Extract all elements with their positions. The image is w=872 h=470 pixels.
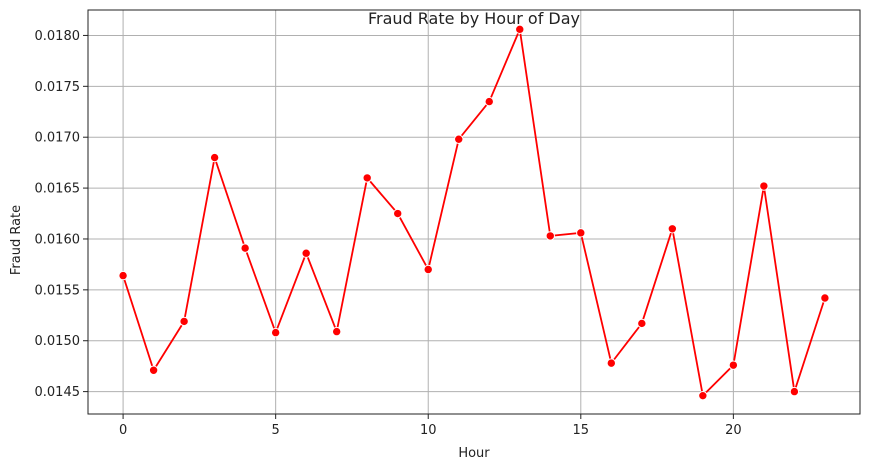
- data-point: [637, 318, 647, 329]
- data-point: [118, 270, 128, 281]
- data-point: [606, 358, 617, 368]
- y-tick-label: 0.0150: [35, 334, 81, 349]
- x-tick-label: 20: [725, 423, 742, 438]
- data-point: [301, 248, 311, 258]
- data-point: [789, 386, 800, 397]
- data-point: [362, 173, 372, 183]
- data-point: [423, 264, 433, 275]
- y-tick-label: 0.0165: [35, 182, 81, 197]
- data-point: [148, 365, 159, 375]
- x-axis-ticks: 0 5 10 15 20: [119, 414, 742, 438]
- data-points: [118, 24, 830, 401]
- data-point: [515, 24, 525, 35]
- data-point: [820, 293, 830, 303]
- fraud-rate-line: [122, 26, 826, 398]
- data-point: [393, 208, 403, 219]
- data-point: [545, 231, 555, 241]
- y-tick-label: 0.0145: [35, 385, 81, 400]
- data-point: [728, 360, 739, 370]
- plot-frame: [87, 9, 861, 415]
- x-tick-label: 10: [420, 423, 437, 438]
- grid-lines: [88, 10, 860, 414]
- data-point: [759, 181, 769, 191]
- data-point: [270, 327, 281, 338]
- data-point: [576, 228, 586, 238]
- y-tick-label: 0.0160: [35, 232, 81, 247]
- chart-title: Fraud Rate by Hour of Day: [368, 9, 580, 28]
- data-point: [209, 152, 220, 163]
- y-tick-label: 0.0155: [35, 283, 81, 298]
- data-point: [240, 243, 250, 253]
- data-point: [331, 326, 342, 337]
- data-point: [484, 96, 494, 107]
- y-axis-ticks: 0.0145 0.0150 0.0155 0.0160 0.0165 0.0170 0.01…: [35, 29, 88, 400]
- x-tick-label: 5: [272, 423, 280, 438]
- x-tick-label: 0: [119, 423, 127, 438]
- y-tick-label: 0.0180: [35, 29, 81, 44]
- data-point: [179, 316, 189, 327]
- y-tick-label: 0.0175: [35, 80, 81, 95]
- data-point: [698, 390, 708, 401]
- x-tick-label: 15: [573, 423, 590, 438]
- y-axis-label: Fraud Rate: [9, 205, 24, 275]
- data-point: [454, 134, 464, 144]
- data-point: [667, 224, 678, 234]
- y-tick-label: 0.0170: [35, 131, 81, 146]
- x-axis-label: Hour: [458, 446, 490, 461]
